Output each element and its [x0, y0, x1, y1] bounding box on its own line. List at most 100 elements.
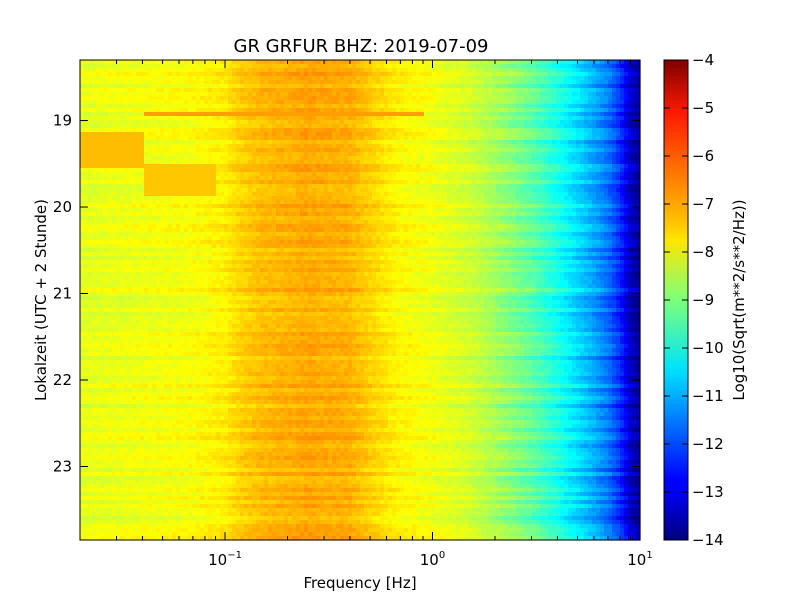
heatmap-cell — [356, 140, 361, 145]
heatmap-cell — [420, 156, 425, 161]
heatmap-cell — [80, 148, 85, 153]
heatmap-cell — [208, 188, 213, 193]
heatmap-cell — [136, 92, 141, 97]
heatmap-cell — [464, 104, 469, 109]
heatmap-cell — [176, 84, 181, 89]
heatmap-cell — [580, 164, 585, 169]
heatmap-cell — [456, 132, 461, 137]
heatmap-cell — [636, 92, 641, 97]
heatmap-cell — [116, 112, 121, 117]
heatmap-cell — [396, 132, 401, 137]
heatmap-cell — [312, 104, 317, 109]
heatmap-cell — [268, 136, 273, 141]
heatmap-cell — [628, 64, 633, 69]
heatmap-cell — [456, 76, 461, 81]
heatmap-cell — [128, 148, 133, 153]
heatmap-cell — [588, 184, 593, 189]
heatmap-cell — [600, 128, 605, 133]
heatmap-cell — [372, 124, 377, 129]
heatmap-cell — [268, 72, 273, 77]
heatmap-cell — [504, 176, 509, 181]
heatmap-cell — [324, 116, 329, 121]
heatmap-cell — [264, 144, 269, 149]
heatmap-cell — [284, 60, 289, 65]
heatmap-cell — [620, 152, 625, 157]
heatmap-cell — [116, 176, 121, 181]
heatmap-cell — [468, 124, 473, 129]
heatmap-cell — [112, 188, 117, 193]
heatmap-cell — [144, 136, 149, 141]
heatmap-cell — [500, 148, 505, 153]
heatmap-cell — [336, 84, 341, 89]
heatmap-cell — [604, 100, 609, 105]
heatmap-cell — [84, 152, 89, 157]
heatmap-cell — [576, 128, 581, 133]
heatmap-cell — [132, 92, 137, 97]
heatmap-cell — [472, 88, 477, 93]
heatmap-cell — [636, 80, 641, 85]
heatmap-cell — [572, 148, 577, 153]
heatmap-cell — [224, 88, 229, 93]
heatmap-cell — [592, 100, 597, 105]
heatmap-cell — [468, 140, 473, 145]
heatmap-cell — [228, 136, 233, 141]
heatmap-cell — [308, 80, 313, 85]
heatmap-cell — [592, 68, 597, 73]
heatmap-cell — [384, 88, 389, 93]
heatmap-cell — [160, 160, 165, 165]
heatmap-cell — [188, 168, 193, 173]
heatmap-cell — [392, 200, 397, 205]
heatmap-cell — [168, 180, 173, 185]
heatmap-cell — [544, 160, 549, 165]
heatmap-cell — [272, 176, 277, 181]
heatmap-cell — [300, 188, 305, 193]
heatmap-cell — [492, 128, 497, 133]
heatmap-cell — [360, 108, 365, 113]
heatmap-cell — [540, 96, 545, 101]
heatmap-cell — [628, 192, 633, 197]
heatmap-cell — [164, 188, 169, 193]
heatmap-cell — [440, 188, 445, 193]
heatmap-cell — [636, 180, 641, 185]
heatmap-cell — [80, 116, 85, 121]
heatmap-cell — [388, 120, 393, 125]
heatmap-cell — [260, 64, 265, 69]
heatmap-cell — [280, 120, 285, 125]
heatmap-cell — [556, 84, 561, 89]
heatmap-cell — [244, 200, 249, 205]
heatmap-cell — [504, 136, 509, 141]
heatmap-cell — [308, 200, 313, 205]
heatmap-cell — [420, 192, 425, 197]
heatmap-cell — [632, 104, 637, 109]
heatmap-cell — [228, 180, 233, 185]
heatmap-cell — [216, 164, 221, 169]
heatmap-cell — [472, 152, 477, 157]
heatmap-cell — [416, 152, 421, 157]
heatmap-cell — [188, 76, 193, 81]
heatmap-cell — [360, 112, 365, 117]
heatmap-cell — [428, 76, 433, 81]
heatmap-cell — [376, 152, 381, 157]
heatmap-cell — [476, 80, 481, 85]
heatmap-cell — [616, 176, 621, 181]
heatmap-cell — [448, 156, 453, 161]
heatmap-cell — [380, 88, 385, 93]
heatmap-cell — [628, 172, 633, 177]
heatmap-cell — [404, 188, 409, 193]
heatmap-cell — [404, 200, 409, 205]
heatmap-cell — [220, 196, 225, 201]
heatmap-cell — [264, 68, 269, 73]
heatmap-cell — [512, 60, 517, 65]
heatmap-cell — [456, 100, 461, 105]
heatmap-cell — [232, 132, 237, 137]
heatmap-cell — [252, 140, 257, 145]
heatmap-cell — [252, 164, 257, 169]
heatmap-cell — [84, 132, 89, 137]
heatmap-cell — [140, 192, 145, 197]
heatmap-cell — [124, 120, 129, 125]
heatmap-cell — [316, 176, 321, 181]
heatmap-cell — [488, 72, 493, 77]
heatmap-cell — [536, 92, 541, 97]
heatmap-cell — [296, 88, 301, 93]
heatmap-cell — [500, 80, 505, 85]
